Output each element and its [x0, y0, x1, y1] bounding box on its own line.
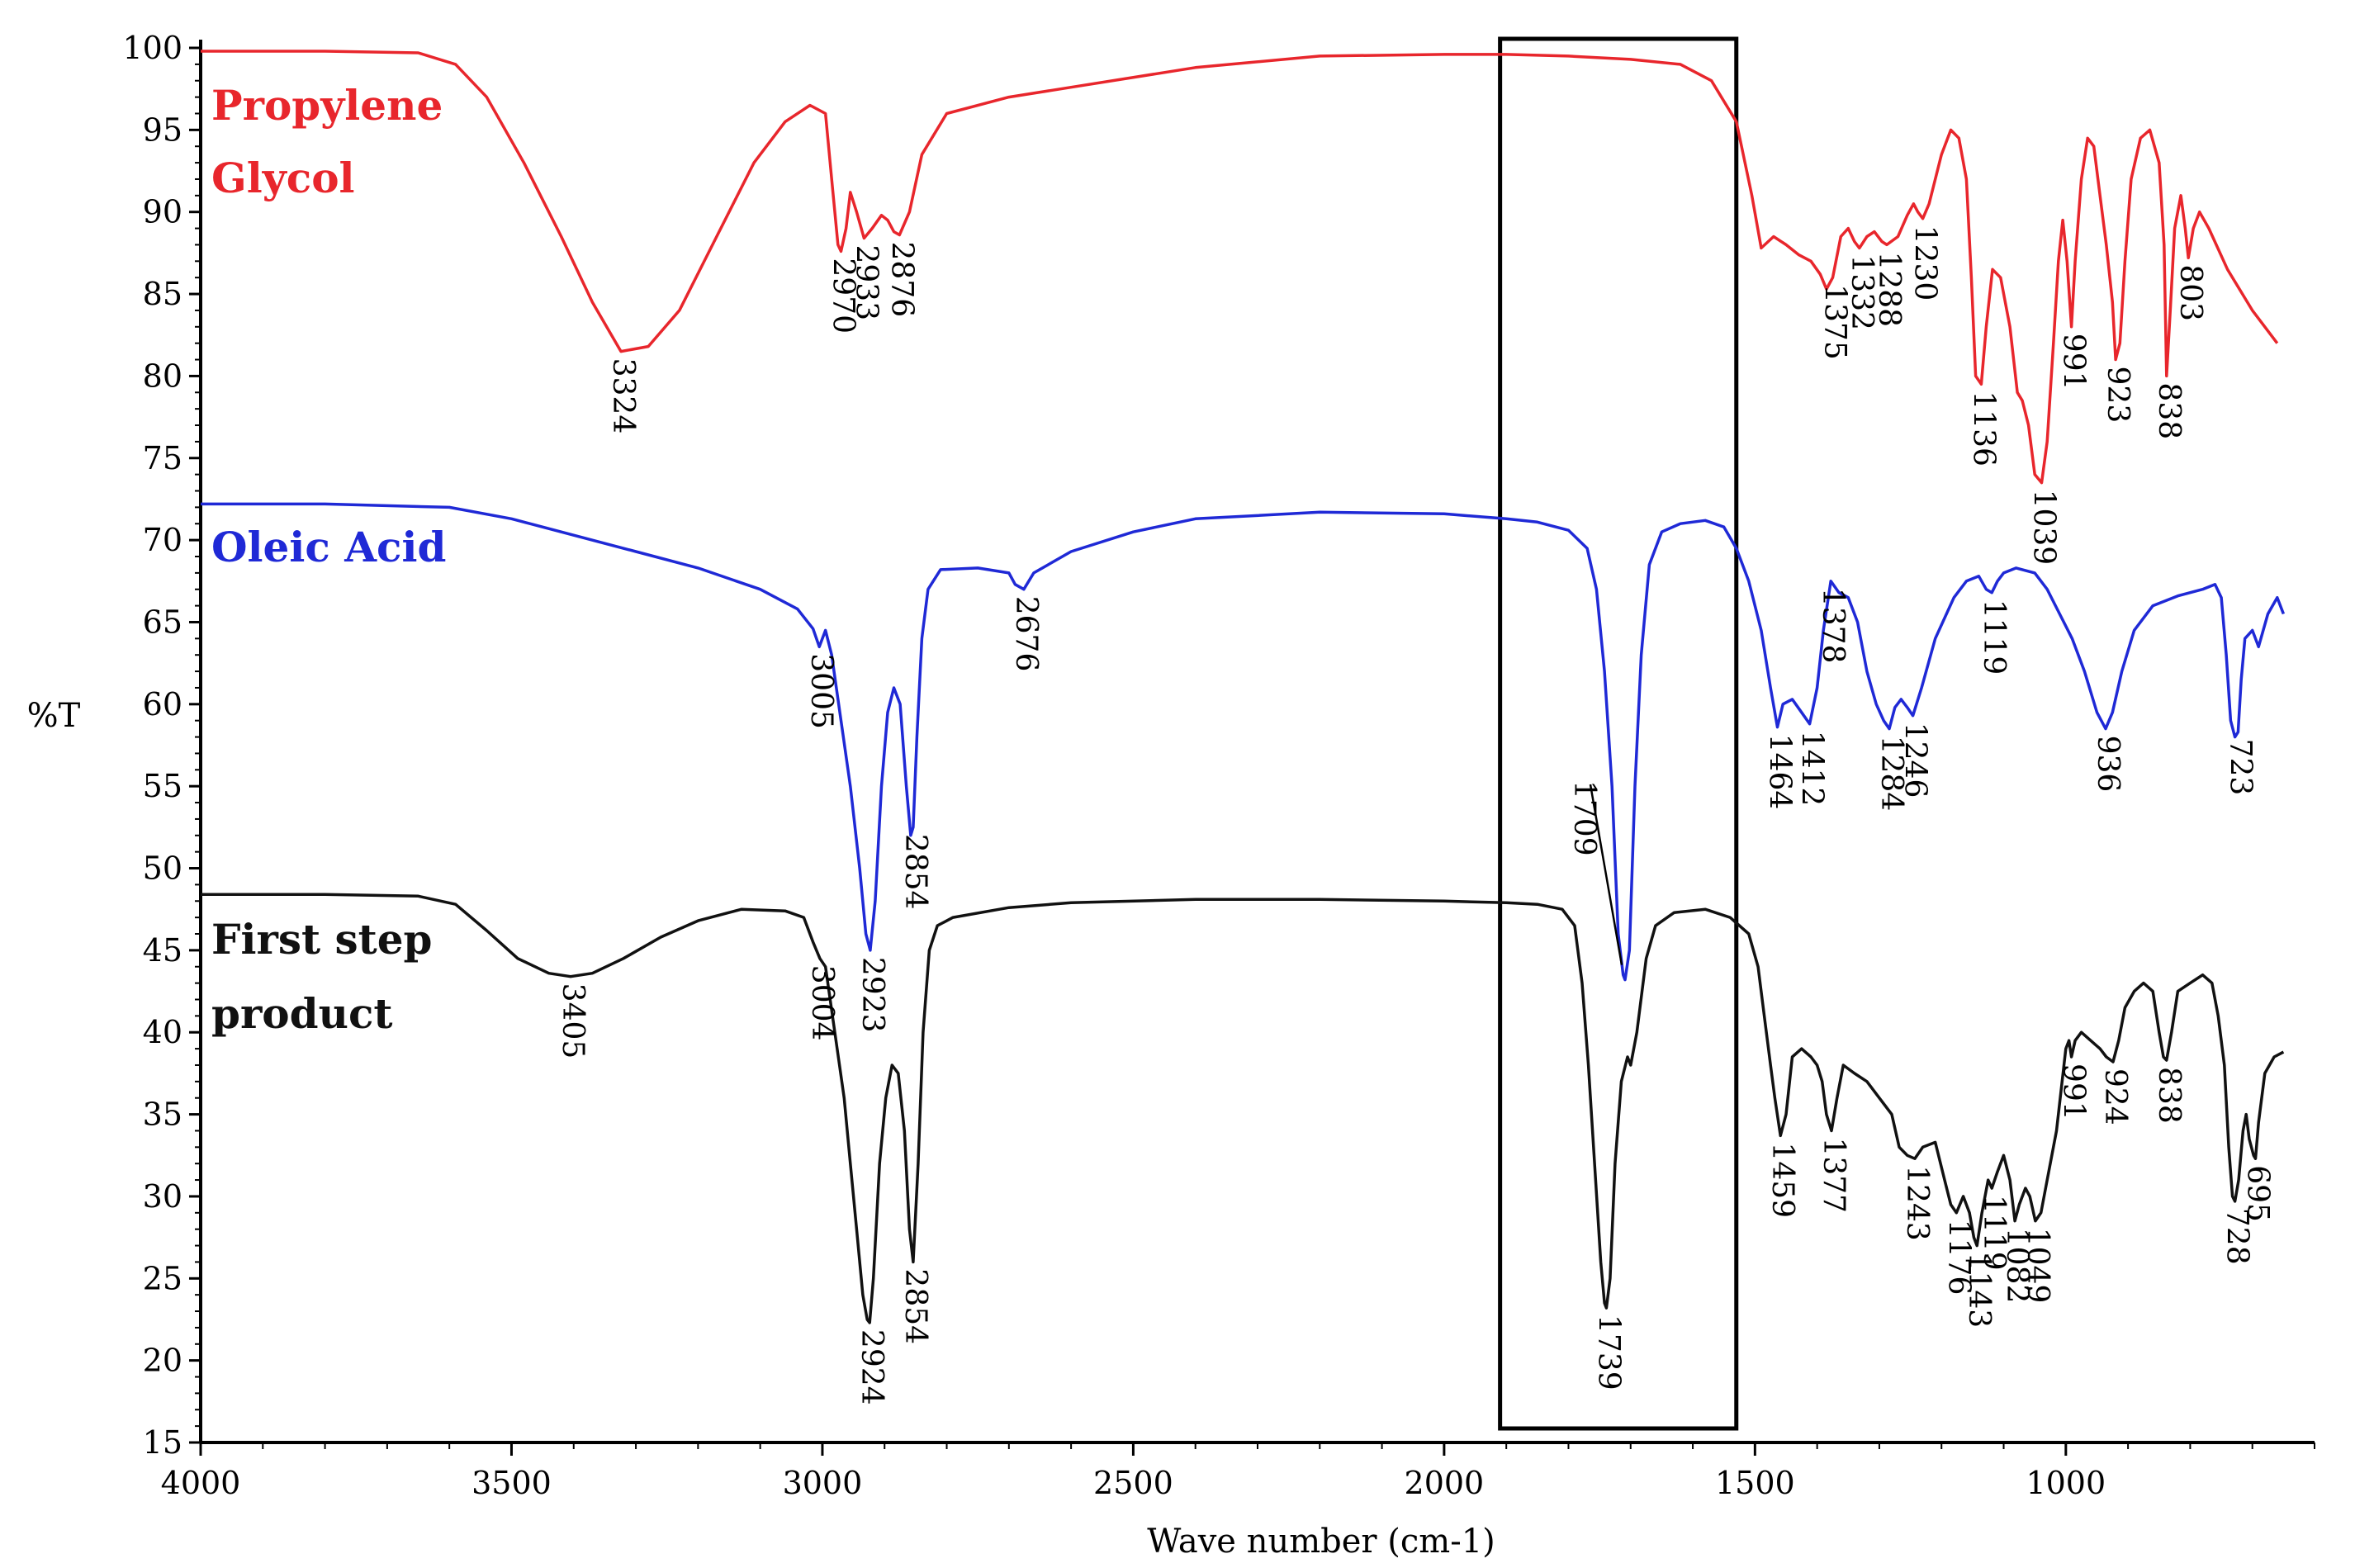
y-tick-label: 20 [143, 1343, 182, 1379]
peak-label: 838 [2152, 382, 2186, 439]
y-tick-label: 50 [143, 850, 182, 887]
series-label: Glycol [211, 154, 355, 202]
peak-label: 1143 [1962, 1253, 1996, 1329]
y-tick-label: 45 [143, 932, 182, 969]
peak-label: 2924 [855, 1329, 888, 1405]
peak-label: 1739 [1591, 1315, 1625, 1390]
y-tick-label: 60 [143, 686, 182, 722]
series-label: product [211, 989, 393, 1038]
peak-label: 2854 [898, 1268, 932, 1344]
peak-label: 1246 [1898, 722, 1932, 798]
x-tick-label: 1500 [1715, 1465, 1795, 1501]
series-label: First step [211, 915, 433, 964]
peak-label: 1332 [1845, 254, 1879, 330]
peak-label: 1284 [1874, 736, 1908, 812]
x-axis-label: Wave number (cm-1) [1147, 1523, 1495, 1561]
y-tick-label: 90 [143, 194, 182, 230]
peak-label: 1230 [1908, 225, 1942, 301]
peak-label: 3005 [804, 653, 838, 729]
y-tick-label: 40 [143, 1014, 182, 1050]
x-tick-label: 2000 [1405, 1465, 1485, 1501]
peak-label: 924 [2098, 1068, 2132, 1125]
peak-label: 1082 [2000, 1228, 2034, 1304]
peak-label: 3324 [606, 358, 640, 434]
y-axis-label: %T [27, 697, 81, 735]
peak-label: 1375 [1817, 284, 1851, 360]
x-tick-label: 3000 [783, 1465, 863, 1501]
y-tick-label: 30 [143, 1178, 182, 1215]
peak-label: 1049 [2021, 1228, 2054, 1304]
y-tick-label: 75 [143, 440, 182, 476]
highlight-box [1498, 36, 1739, 1431]
peak-label: 1288 [1872, 251, 1906, 327]
peak-label: 3004 [805, 965, 839, 1041]
series-label: Oleic Acid [211, 523, 446, 571]
callout-leader-line [1589, 784, 1623, 965]
y-tick-label: 95 [143, 111, 182, 148]
peak-label: 1136 [1966, 391, 2000, 467]
highlight-region [1498, 36, 1739, 1431]
peak-label: 2876 [884, 242, 918, 318]
peak-label: 1039 [2026, 490, 2060, 566]
peak-label: 2854 [898, 834, 932, 910]
peak-label: 728 [2220, 1208, 2254, 1265]
x-tick-label: 2500 [1093, 1465, 1173, 1501]
y-tick-label: 100 [122, 30, 182, 66]
x-tick-label: 3500 [471, 1465, 552, 1501]
axes: 15 20 25 30 35 40 45 50 55 60 65 70 75 80 85 90 95 100 400… [122, 30, 2315, 1501]
y-tick-label: 65 [143, 604, 182, 640]
peak-label: 923 [2101, 367, 2135, 424]
peak-label: 723 [2223, 739, 2257, 796]
y-tick-label: 35 [143, 1097, 182, 1133]
peak-label: 991 [2057, 334, 2091, 391]
peak-label: 1464 [1762, 734, 1796, 810]
series-line-first-step-product [201, 893, 2285, 1324]
peak-label: 936 [2091, 736, 2125, 793]
series-line-propylene-glycol [201, 50, 2279, 485]
y-tick-label: 80 [143, 358, 182, 394]
series-line-oleic-acid [201, 502, 2286, 982]
peak-label: 2676 [1009, 596, 1043, 672]
y-tick-label: 70 [143, 522, 182, 558]
peak-label: 1176 [1941, 1220, 1975, 1296]
series-labels: Propylene Glycol Oleic Acid First step produ… [211, 81, 446, 1038]
peak-label: 3405 [556, 983, 590, 1059]
peak-label: 991 [2057, 1063, 2091, 1120]
y-tick-label: 55 [143, 768, 182, 804]
peak-label: 2970 [827, 258, 860, 334]
peak-label: 2933 [849, 244, 883, 320]
peak-label: 1377 [1817, 1137, 1850, 1213]
y-tick-label: 85 [143, 276, 182, 312]
y-tick-label: 25 [143, 1260, 182, 1296]
x-tick-label: 4000 [161, 1465, 241, 1501]
peak-label: 1243 [1900, 1165, 1934, 1241]
peak-label: 1119 [1977, 1195, 2011, 1271]
peak-label: 803 [2173, 264, 2207, 321]
series-lines [201, 50, 2286, 1324]
peak-label: 695 [2240, 1165, 2274, 1222]
peak-label: 1119 [1977, 599, 2011, 675]
peak-label: 1378 [1816, 588, 1850, 664]
peak-label: 2923 [855, 957, 889, 1033]
peak-label: 1412 [1795, 731, 1829, 807]
x-tick-label: 1000 [2026, 1465, 2106, 1501]
y-tick-label: 15 [143, 1424, 182, 1461]
series-label: Propylene [211, 81, 443, 130]
peak-label: 1459 [1765, 1142, 1799, 1218]
peak-label: 838 [2152, 1067, 2186, 1124]
